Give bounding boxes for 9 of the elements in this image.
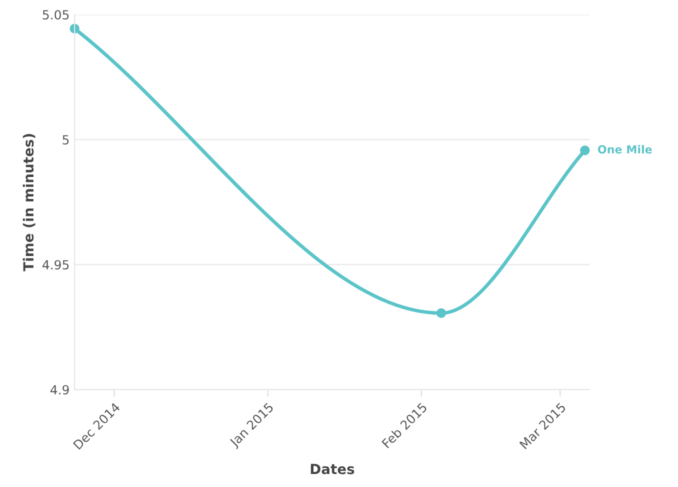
y-tick-label: 5 (62, 135, 69, 145)
y-tick-label: 4.95 (42, 260, 69, 270)
y-axis-title: Time (in minutes) (22, 134, 36, 272)
series-label: One Mile (598, 144, 652, 154)
y-tick-label: 4.9 (50, 385, 69, 395)
point (436, 308, 446, 318)
y-tick-label: 5.05 (42, 10, 69, 20)
point (580, 145, 590, 156)
x-axis-title: Dates (310, 464, 354, 474)
